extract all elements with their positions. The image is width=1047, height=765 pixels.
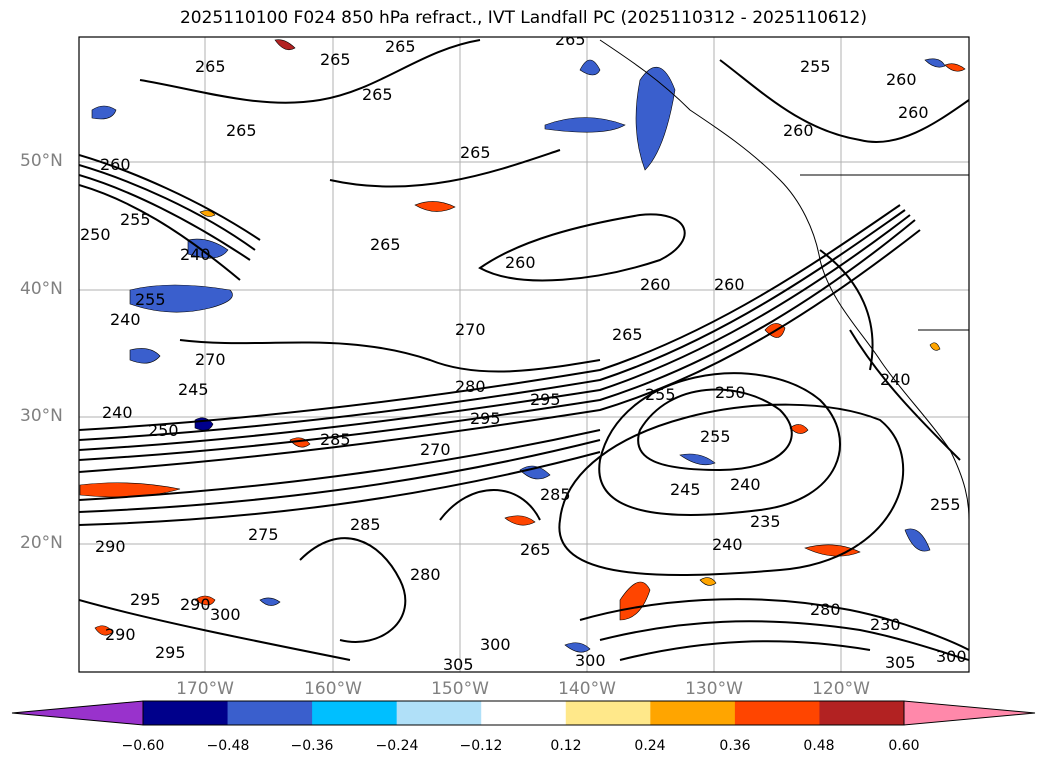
contour-label: 300 (480, 635, 511, 654)
colorbar-tick: −0.48 (206, 738, 250, 754)
colorbar (11, 700, 1036, 726)
lon-label-150w: 150°W (431, 679, 489, 699)
contour-label: 290 (180, 595, 211, 614)
contour-label: 255 (645, 385, 676, 404)
colorbar-tick: −0.36 (290, 738, 334, 754)
colorbar-segment (396, 701, 482, 725)
lon-label-140w: 140°W (558, 679, 616, 699)
colorbar-segment (227, 701, 313, 725)
lon-label-130w: 130°W (685, 679, 743, 699)
contour-label: 265 (520, 540, 551, 559)
colorbar-segment (565, 701, 651, 725)
contour-label: 280 (410, 565, 441, 584)
contour-label: 250 (80, 225, 111, 244)
colorbar-tick: 0.48 (803, 738, 835, 754)
contour-label: 290 (105, 625, 136, 644)
colorbar-segment (481, 701, 567, 725)
contour-label: 295 (470, 409, 501, 428)
contour-label: 265 (555, 30, 586, 49)
contour-label: 250 (715, 383, 746, 402)
contour-label: 265 (226, 121, 257, 140)
contour-label: 240 (730, 475, 761, 494)
colorbar-extend-low (12, 701, 143, 725)
contour-label: 305 (885, 653, 916, 672)
contour-label: 265 (320, 50, 351, 69)
contour-label: 285 (350, 515, 381, 534)
contour-label: 295 (155, 643, 186, 662)
colorbar-tick: −0.60 (121, 738, 165, 754)
contour-label: 265 (370, 235, 401, 254)
lat-label-40n: 40°N (20, 279, 63, 299)
contour-label: 255 (700, 427, 731, 446)
contour-label: 270 (455, 320, 486, 339)
contour-label: 290 (95, 537, 126, 556)
contour-label: 300 (575, 651, 606, 670)
contour-label: 235 (750, 512, 781, 531)
contour-label: 285 (540, 485, 571, 504)
contour-label: 265 (612, 325, 643, 344)
map-title: 2025110100 F024 850 hPa refract., IVT La… (179, 8, 867, 28)
colorbar-tick: 0.60 (888, 738, 920, 754)
coastline (599, 39, 969, 521)
contour-label: 260 (886, 70, 917, 89)
lon-label-170w: 170°W (176, 679, 234, 699)
map-canvas: 265 265 265 265 265 265 255 260 260 260 … (78, 30, 970, 674)
map-field: 265 265 265 265 265 265 255 260 260 260 … (79, 30, 969, 674)
colorbar-tick: −0.12 (459, 738, 503, 754)
contour-label: 255 (800, 57, 831, 76)
contour-label: 275 (248, 525, 279, 544)
lat-label-20n: 20°N (20, 533, 63, 553)
contour-label: 280 (455, 377, 486, 396)
colorbar-segment (143, 701, 229, 725)
contour-label: 240 (880, 370, 911, 389)
contour-label: 240 (712, 535, 743, 554)
contour-label: 255 (135, 290, 166, 309)
contour-label: 295 (130, 590, 161, 609)
contour-label: 270 (195, 350, 226, 369)
contour-label: 270 (420, 440, 451, 459)
colorbar-segment (650, 701, 736, 725)
contour-label: 260 (783, 121, 814, 140)
contour-lines (79, 39, 969, 661)
contour-label: 260 (640, 275, 671, 294)
contour-label: 250 (148, 421, 179, 440)
contour-label: 305 (443, 655, 474, 674)
colorbar-extend-high (904, 701, 1035, 725)
contour-label: 260 (714, 275, 745, 294)
contour-label: 255 (930, 495, 961, 514)
contour-label: 285 (320, 430, 351, 449)
contour-label: 255 (120, 210, 151, 229)
contour-label: 240 (110, 310, 141, 329)
contour-label: 260 (898, 103, 929, 122)
lon-label-120w: 120°W (812, 679, 870, 699)
contour-label: 245 (670, 480, 701, 499)
map-frame (78, 36, 970, 673)
contour-labels: 265 265 265 265 265 265 255 260 260 260 … (80, 30, 967, 674)
contour-label: 240 (180, 245, 211, 264)
contour-label: 265 (385, 37, 416, 56)
colorbar-tick: 0.36 (719, 738, 751, 754)
colorbar-segment (312, 701, 398, 725)
colorbar-segment (734, 701, 820, 725)
contour-label: 260 (505, 253, 536, 272)
contour-label: 280 (810, 600, 841, 619)
lon-label-160w: 160°W (304, 679, 362, 699)
lat-label-30n: 30°N (20, 406, 63, 426)
contour-label: 265 (362, 85, 393, 104)
contour-label: 265 (195, 57, 226, 76)
colorbar-tick: 0.12 (550, 738, 582, 754)
colorbar-tick: −0.24 (375, 738, 419, 754)
contour-label: 300 (936, 647, 967, 666)
contour-label: 230 (870, 615, 901, 634)
contour-label: 240 (102, 403, 133, 422)
contour-label: 245 (178, 380, 209, 399)
contour-label: 265 (460, 143, 491, 162)
colorbar-segment (819, 701, 905, 725)
lat-label-50n: 50°N (20, 151, 63, 171)
contour-label: 260 (100, 155, 131, 174)
contour-label: 295 (530, 390, 561, 409)
contour-label: 300 (210, 605, 241, 624)
colorbar-tick: 0.24 (634, 738, 666, 754)
